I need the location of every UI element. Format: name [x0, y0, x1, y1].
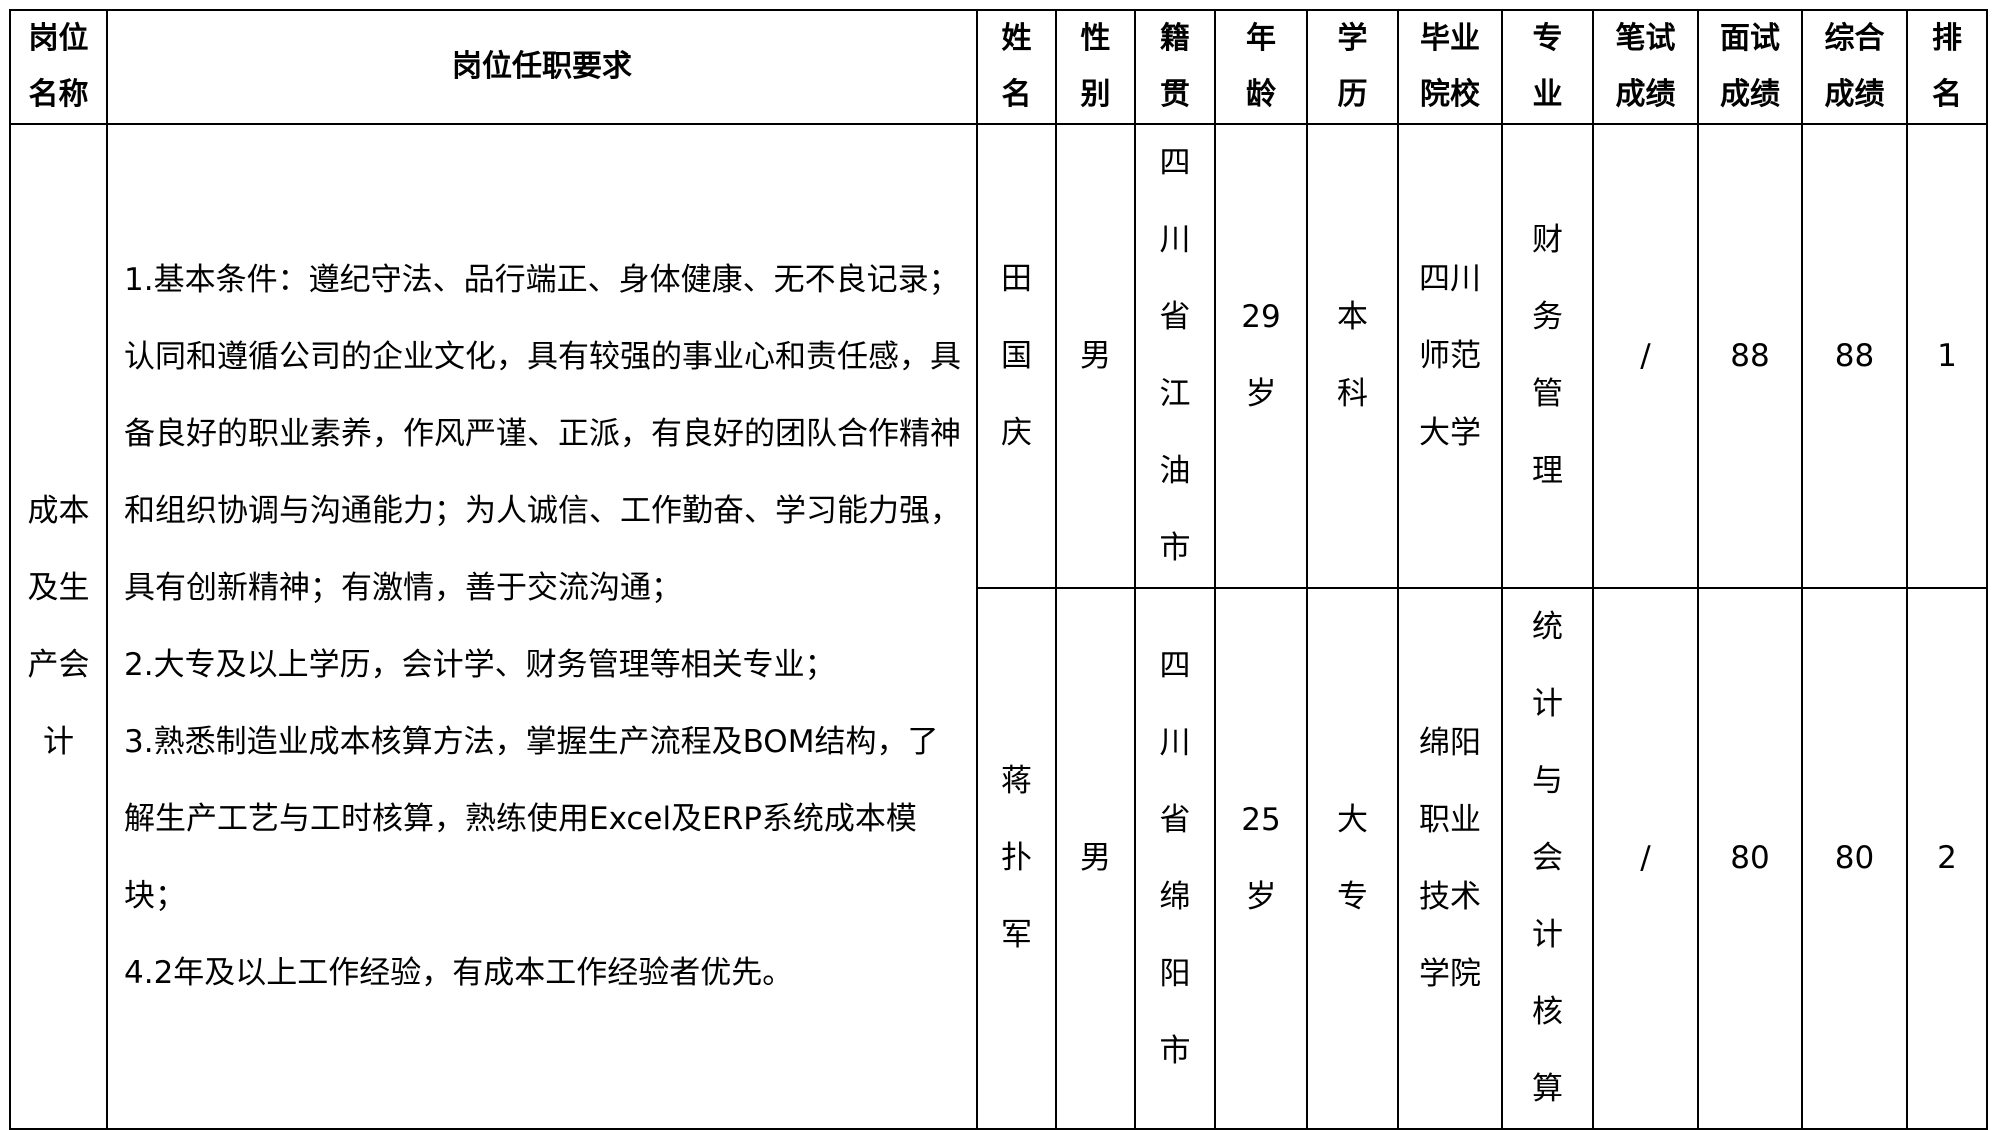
gender-cell: 男: [1055, 587, 1136, 1130]
requirement-item: 2.大专及以上学历，会计学、财务管理等相关专业；: [124, 646, 836, 683]
rank-cell: 1: [1906, 123, 1988, 589]
header-age: 年龄: [1214, 9, 1308, 125]
table-row: 成本及生产会计 1.基本条件：遵纪守法、品行端正、身体健康、无不良记录；认同和遵…: [9, 123, 1988, 1130]
interview-score-cell: 88: [1697, 123, 1803, 589]
written-score-cell: /: [1592, 587, 1699, 1130]
header-requirements: 岗位任职要求: [106, 9, 978, 125]
age-cell: 25岁: [1214, 587, 1308, 1130]
header-written: 笔试成绩: [1592, 9, 1699, 125]
header-position: 岗位名称: [9, 9, 108, 125]
school-cell: 四川师范大学: [1397, 123, 1503, 589]
header-origin: 籍贯: [1134, 9, 1216, 125]
name-cell: 蒋扑军: [976, 587, 1057, 1130]
header-gender: 性别: [1055, 9, 1136, 125]
position-cell: 成本及生产会计: [9, 123, 108, 1130]
header-rank: 排名: [1906, 9, 1988, 125]
header-major: 专业: [1501, 9, 1594, 125]
header-name: 姓名: [976, 9, 1057, 125]
name-cell: 田国庆: [976, 123, 1057, 589]
table-row: 蒋扑军 男 四川省绵阳市 25岁 大专 绵阳职业技术学院 统计与会计核算 / 8…: [10, 587, 1988, 1130]
major-cell: 财务管理: [1501, 123, 1594, 589]
major-cell: 统计与会计核算: [1501, 587, 1594, 1130]
header-school: 毕业院校: [1397, 9, 1503, 125]
header-total: 综合成绩: [1801, 9, 1908, 125]
candidate-table: 岗位名称 岗位任职要求 姓名 性别 籍贯 年龄 学历 毕业院校 专业 笔试成绩 …: [9, 9, 1988, 1130]
origin-cell: 四川省江油市: [1134, 123, 1216, 589]
requirement-item: 1.基本条件：遵纪守法、品行端正、身体健康、无不良记录；认同和遵循公司的企业文化…: [124, 261, 961, 606]
total-score-cell: 88: [1801, 123, 1908, 589]
age-cell: 29岁: [1214, 123, 1308, 589]
header-education: 学历: [1306, 9, 1399, 125]
rank-cell: 2: [1906, 587, 1988, 1130]
education-cell: 本科: [1306, 123, 1399, 589]
education-cell: 大专: [1306, 587, 1399, 1130]
requirement-item: 4.2年及以上工作经验，有成本工作经验者优先。: [124, 954, 794, 991]
origin-cell: 四川省绵阳市: [1134, 587, 1216, 1130]
header-interview: 面试成绩: [1697, 9, 1803, 125]
total-score-cell: 80: [1801, 587, 1908, 1130]
written-score-cell: /: [1592, 123, 1699, 589]
gender-cell: 男: [1055, 123, 1136, 589]
header-row: 岗位名称 岗位任职要求 姓名 性别 籍贯 年龄 学历 毕业院校 专业 笔试成绩 …: [9, 9, 1988, 125]
interview-score-cell: 80: [1697, 587, 1803, 1130]
requirements-cell: 1.基本条件：遵纪守法、品行端正、身体健康、无不良记录；认同和遵循公司的企业文化…: [106, 123, 978, 1130]
requirement-item: 3.熟悉制造业成本核算方法，掌握生产流程及BOM结构，了解生产工艺与工时核算，熟…: [124, 723, 939, 914]
school-cell: 绵阳职业技术学院: [1397, 587, 1503, 1130]
